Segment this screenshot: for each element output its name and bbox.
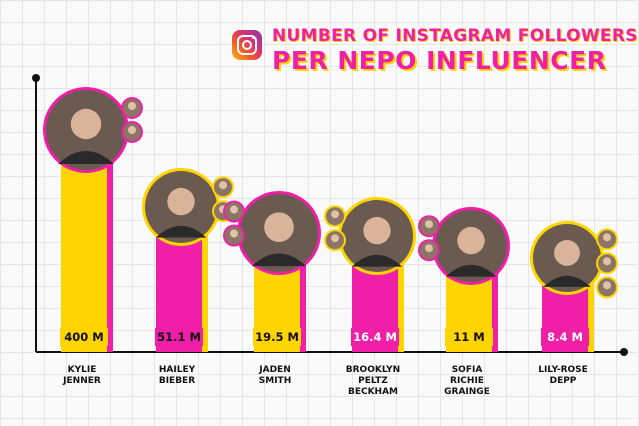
value-label: 51.1 M	[157, 330, 201, 344]
parent-photo-face	[603, 257, 611, 266]
category-label: BROOKLYN	[346, 365, 400, 375]
category-label: RICHIE	[450, 376, 484, 386]
value-label-box	[541, 328, 589, 346]
value-label: 11 M	[453, 330, 484, 344]
chart-title-line2: PER NEPO INFLUENCER	[272, 46, 607, 75]
parent-photo-face	[603, 281, 611, 290]
parent-photo-face	[331, 210, 339, 219]
category-label: SMITH	[259, 376, 291, 386]
photo-shoulders	[543, 275, 591, 287]
parent-photo-face	[219, 181, 227, 190]
photo-face	[363, 216, 391, 245]
category-label: BECKHAM	[348, 387, 398, 397]
bar-accent	[398, 244, 404, 352]
y-axis-end-dot	[32, 74, 40, 82]
bar-accent	[300, 241, 306, 352]
x-axis-end-dot	[620, 348, 628, 356]
category-label: BIEBER	[159, 376, 195, 386]
value-label-box	[155, 328, 203, 346]
photo-face	[554, 239, 580, 266]
parent-photo-face	[603, 233, 611, 242]
value-label: 19.5 M	[255, 330, 299, 344]
photo-face	[70, 108, 102, 140]
parent-photo-face	[331, 234, 339, 243]
photo-face	[167, 187, 195, 216]
category-label: HAILEY	[159, 365, 196, 375]
category-label: KYLIE	[68, 365, 97, 375]
category-label: LILY-ROSE	[538, 365, 588, 375]
bar-accent	[107, 138, 113, 352]
value-label: 400 M	[64, 330, 103, 344]
photo-shoulders	[155, 225, 207, 238]
value-label: 8.4 M	[547, 330, 583, 344]
photo-face	[457, 226, 485, 255]
category-label: GRAINGE	[444, 387, 490, 397]
parent-photo-face	[425, 220, 433, 229]
category-label: PELTZ	[358, 376, 388, 386]
photo-face	[264, 212, 294, 242]
parent-photo-face	[230, 229, 238, 238]
value-label-box	[445, 328, 493, 346]
parent-photo-face	[128, 102, 136, 110]
instagram-logo-icon	[232, 30, 262, 60]
bar-accent	[588, 266, 594, 352]
category-label: JENNER	[62, 376, 101, 386]
value-label-box	[60, 328, 108, 346]
value-label-box	[351, 328, 399, 346]
value-label: 16.4 M	[353, 330, 397, 344]
value-label-box	[253, 328, 301, 346]
photo-shoulders	[445, 264, 497, 277]
chart-title-line1: NUMBER OF INSTAGRAM FOLLOWERS	[272, 26, 638, 46]
bar-accent	[202, 215, 208, 352]
parent-photo-face	[425, 244, 433, 253]
category-label: SOFIA	[452, 365, 483, 375]
photo-shoulders	[251, 253, 307, 267]
parent-photo-face	[230, 205, 238, 214]
category-label: JADEN	[258, 365, 290, 375]
parent-photo-face	[128, 126, 136, 134]
photo-shoulders	[58, 151, 114, 164]
bar-accent	[492, 254, 498, 352]
category-label: DEPP	[550, 376, 577, 386]
photo-shoulders	[351, 254, 403, 267]
